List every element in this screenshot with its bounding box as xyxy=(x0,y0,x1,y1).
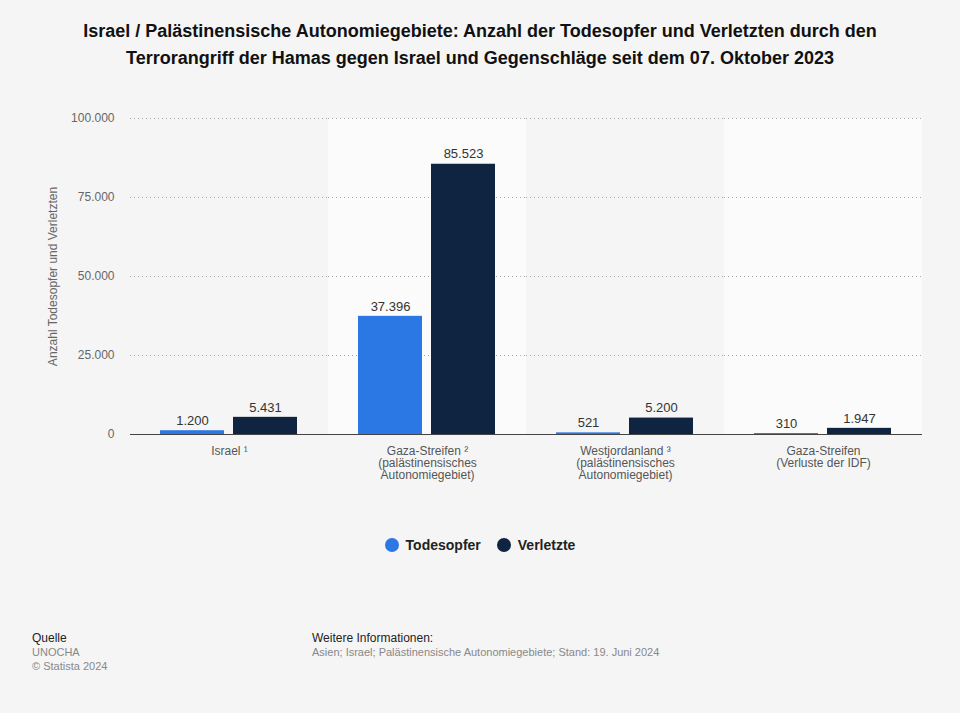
svg-text:Gaza-Streifen ²(palästinensisc: Gaza-Streifen ²(palästinensischesAutonom… xyxy=(378,444,477,482)
svg-text:5.431: 5.431 xyxy=(249,399,282,414)
html-text:Asien; Israel; Palästinensisch: Asien; Israel; Palästinensische Autonomi… xyxy=(312,646,660,658)
svg-text:50.000: 50.000 xyxy=(78,269,115,283)
html-text:Todesopfer: Todesopfer xyxy=(405,537,481,553)
html-text:Quelle: Quelle xyxy=(32,631,67,645)
html-text:Israel / Palästinensische Auto: Israel / Palästinensische Autonomiegebie… xyxy=(83,21,877,68)
html-text:Verletzte: Verletzte xyxy=(517,537,576,553)
svg-text:1.200: 1.200 xyxy=(176,413,209,428)
svg-text:0: 0 xyxy=(108,427,115,441)
svg-text:85.523: 85.523 xyxy=(444,146,484,161)
svg-text:521: 521 xyxy=(578,415,600,430)
html-text:Weitere Informationen:: Weitere Informationen: xyxy=(312,631,434,645)
svg-text:310: 310 xyxy=(776,416,798,431)
svg-text:Israel ¹: Israel ¹ xyxy=(211,444,248,458)
svg-text:100.000: 100.000 xyxy=(71,111,115,125)
svg-text:37.396: 37.396 xyxy=(371,298,411,313)
svg-text:75.000: 75.000 xyxy=(78,190,115,204)
svg-text:Anzahl Todesopfer und Verletzt: Anzahl Todesopfer und Verletzten xyxy=(46,187,60,366)
svg-text:1.947: 1.947 xyxy=(843,411,876,426)
svg-text:Gaza-Streifen(Verluste der IDF: Gaza-Streifen(Verluste der IDF) xyxy=(776,444,871,470)
svg-text:25.000: 25.000 xyxy=(78,348,115,362)
html-text:© Statista 2024: © Statista 2024 xyxy=(32,660,108,672)
svg-text:5.200: 5.200 xyxy=(645,400,678,415)
svg-text:Westjordanland ³(palästinensis: Westjordanland ³(palästinensischesAutono… xyxy=(576,444,675,482)
html-text:UNOCHA: UNOCHA xyxy=(32,646,80,658)
